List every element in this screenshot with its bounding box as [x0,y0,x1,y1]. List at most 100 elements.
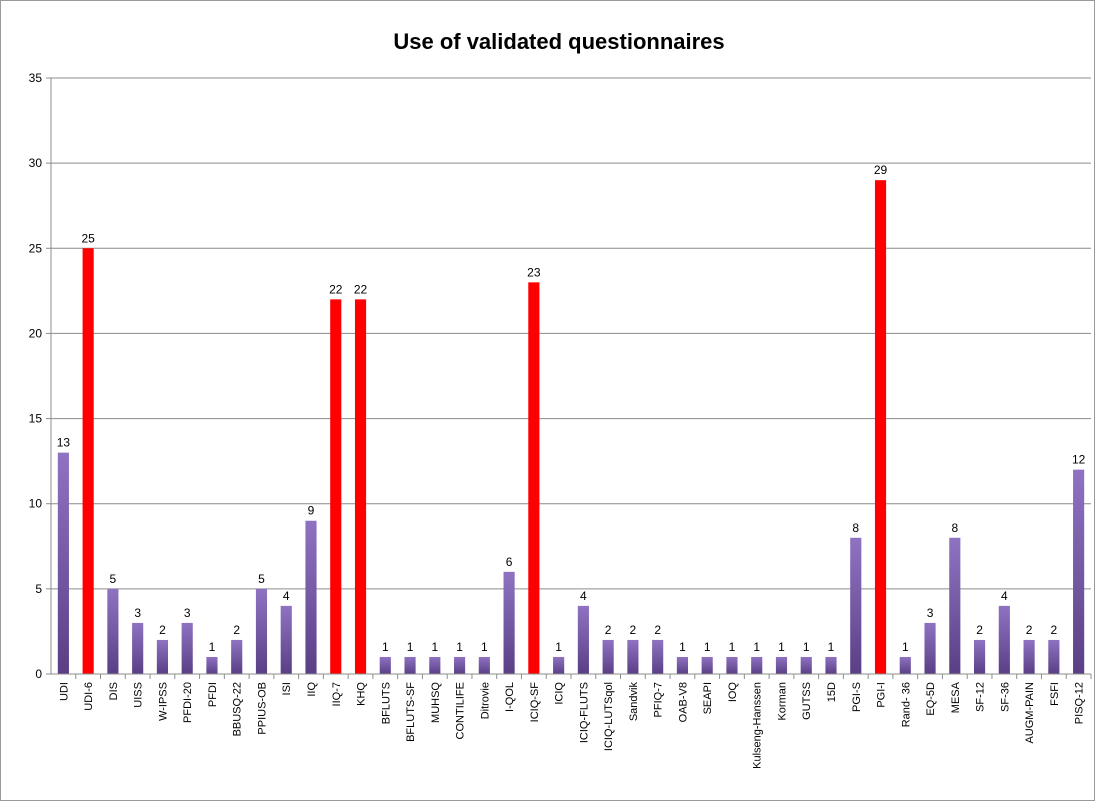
data-label: 29 [874,163,888,177]
data-label: 8 [852,521,859,535]
bar-iiq [305,520,317,674]
x-tick-label: BBUSQ-22 [232,682,244,736]
data-label: 9 [308,504,315,518]
bar-dis [107,588,119,674]
data-label: 1 [382,640,389,654]
bar-mesa [949,537,961,674]
bar-bfluts-sf [404,656,416,674]
data-label: 22 [354,282,368,296]
y-tick-label: 30 [29,156,43,170]
data-label: 1 [704,640,711,654]
bar-eq-5d [924,622,936,674]
bars [57,180,1085,675]
data-label: 1 [803,640,810,654]
x-tick-label: KHQ [356,682,368,706]
bar-pfdi-20 [181,622,193,674]
bar-sf-36 [998,605,1010,674]
x-tick-label: PFDI-20 [182,682,194,723]
data-label: 5 [258,572,265,586]
bar-pfiq-7 [652,639,664,674]
data-label: 25 [81,231,95,245]
bar-pfdi [206,656,218,674]
bar-w-ipss [156,639,168,674]
data-label: 1 [431,640,438,654]
bar-khq [354,299,367,674]
x-tick-label: MESA [950,681,962,713]
bar-bbusq-22 [231,639,243,674]
y-tick-label: 10 [29,497,43,511]
x-tick-label: ICIQ-SF [529,682,541,723]
bar-ppius-ob [255,588,268,674]
bar-i-qol [503,571,515,674]
x-tick-label: PGI-I [876,682,888,708]
y-axis-ticks: 0 5 10 15 20 25 30 35 [29,71,51,681]
x-tick-label: BFLUTS-SF [405,682,417,742]
x-tick-label: IOQ [727,682,739,703]
data-label: 1 [679,640,686,654]
y-tick-label: 20 [29,326,43,340]
x-tick-label: Ditrovie [479,682,491,719]
y-tick-label: 5 [35,582,42,596]
bar-seapi [701,656,713,674]
chart-title: Use of validated questionnaires [393,29,724,54]
data-label: 23 [527,265,541,279]
x-axis-ticks: UDI UDI-6 DIS UISS W-IPSS PFDI-20 PFDI BBUSQ-22… [58,674,1092,769]
x-tick-label: Sandvik [628,682,640,722]
data-label: 5 [110,572,117,586]
data-label: 2 [1051,623,1058,637]
x-tick-label: PFDI [207,682,219,707]
data-label: 1 [555,640,562,654]
data-label: 2 [233,623,240,637]
data-label: 2 [976,623,983,637]
bar-udi [57,452,69,674]
data-label: 3 [927,606,934,620]
x-tick-label: Kulseng-Hanssen [752,682,764,769]
bar-iiq-7 [330,299,342,674]
data-label: 1 [456,640,463,654]
bar-korman [775,656,788,674]
x-tick-label: PPIUS-OB [256,682,268,735]
data-label: 1 [778,640,785,654]
y-tick-label: 15 [29,412,43,426]
x-tick-label: EQ-5D [925,682,937,716]
data-label: 2 [654,623,661,637]
bar-iciq-lutsqol [602,639,614,674]
data-label: 4 [580,589,587,603]
bar-isi [280,605,292,674]
x-tick-label: Rand- 36 [900,682,912,727]
bar-gutss [800,656,812,674]
bar-udi-6 [82,248,94,675]
bar-ditrovie [478,656,490,674]
x-tick-label: SF-12 [975,682,987,712]
data-label: 1 [481,640,488,654]
data-label: 12 [1072,453,1086,467]
x-tick-label: DIS [108,682,120,700]
x-tick-label: SF-36 [999,682,1011,712]
bar-pisq-12 [1073,469,1085,674]
data-label: 3 [134,606,141,620]
x-tick-label: PISQ-12 [1074,682,1086,724]
data-label: 22 [329,282,343,296]
data-label: 2 [159,623,166,637]
y-tick-label: 0 [35,667,42,681]
bar-oab-v8 [676,656,688,674]
data-label: 4 [1001,589,1008,603]
bar-augm-pain [1023,639,1035,674]
data-label: 1 [753,640,760,654]
x-tick-label: ISI [281,682,293,695]
data-label: 4 [283,589,290,603]
bar-sandvik [627,639,639,674]
x-tick-label: 15D [826,682,838,702]
bar-rand-36 [899,656,911,674]
x-tick-label: PGI-S [851,682,863,712]
x-tick-label: OAB-V8 [677,682,689,722]
x-tick-label: UDI [58,682,70,701]
data-label: 6 [506,555,513,569]
data-label: 1 [828,640,835,654]
x-tick-label: Korman [776,682,788,721]
bar-iciq [553,656,565,674]
bar-muhsq [429,656,441,674]
bar-fsfi [1048,639,1060,674]
